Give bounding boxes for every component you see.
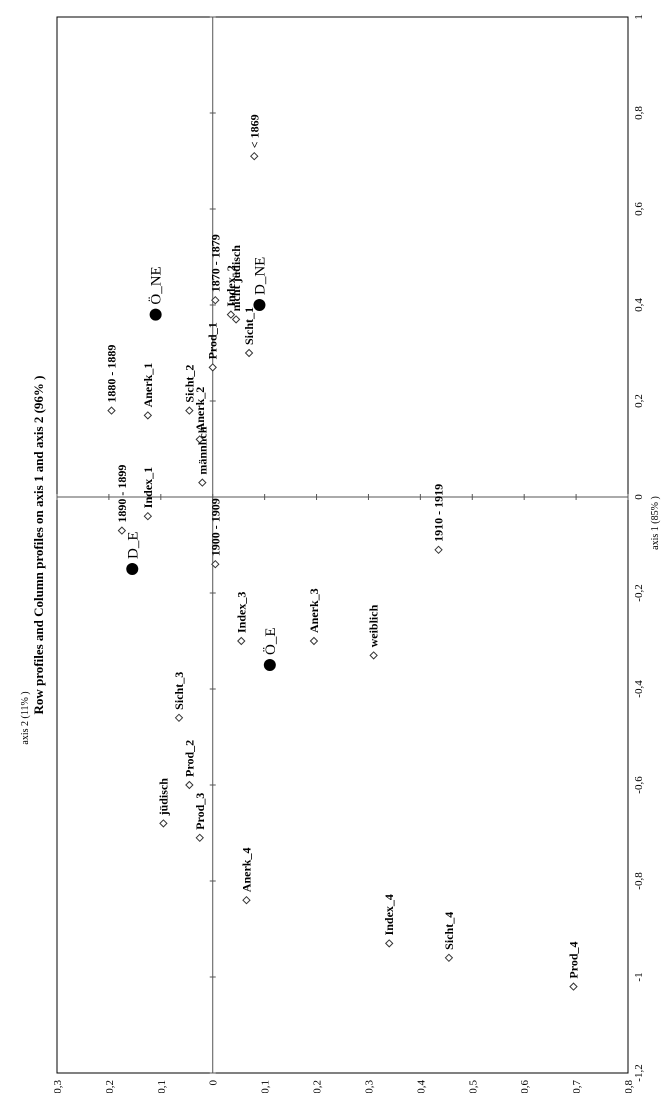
point-marker-diamond: [195, 833, 204, 843]
y-tick-label: -0,7: [571, 1080, 583, 1093]
point-marker-diamond: [198, 478, 207, 487]
y-tick-label: -0,1: [260, 1080, 272, 1093]
x-tick-label: -1: [633, 972, 645, 981]
x-tick-label: 1: [633, 14, 645, 20]
point-label: 1890 - 1899: [115, 465, 129, 523]
x-tick-label: 0,6: [633, 202, 645, 216]
chart-title: Row profiles and Column profiles on axis…: [31, 375, 46, 714]
y-tick-label: -0,2: [312, 1080, 324, 1093]
x-tick-label: 0,4: [633, 298, 645, 312]
point-marker-diamond: [174, 713, 184, 723]
point-label: Sicht_3: [172, 672, 186, 710]
point-marker-diamond: [385, 939, 394, 948]
point-label: Prod_4: [566, 941, 580, 978]
point-label: D_NE: [252, 257, 268, 295]
plot-frame: [56, 16, 629, 1074]
point-label: Index_2: [224, 265, 238, 306]
point-label: männlich: [195, 426, 209, 474]
point-label: Prod_3: [193, 793, 207, 830]
point-marker-circle: [263, 659, 276, 671]
x-tick-label: 0: [633, 494, 645, 500]
y-tick-label: -0,6: [519, 1080, 531, 1093]
point-marker-diamond: [143, 411, 153, 420]
point-label: jüdisch: [156, 778, 170, 817]
point-label: Prod_2: [182, 740, 196, 777]
rotated-plot-group: Row profiles and Column profiles on axis…: [31, 14, 661, 1097]
x-tick-label: -0,2: [633, 584, 645, 601]
point-label: Sicht_2: [182, 365, 196, 403]
y-axis-label: axis 2 (11% ): [20, 691, 31, 744]
point-marker-circle: [253, 299, 266, 311]
x-tick-label: -1,2: [633, 1064, 645, 1081]
point-marker-diamond: [309, 636, 319, 646]
point-label: Index_3: [234, 592, 248, 633]
x-tick-label: -0,8: [633, 872, 645, 890]
point-marker-diamond: [211, 295, 220, 305]
point-label: 1910 - 1919: [432, 484, 446, 542]
point-marker-diamond: [369, 651, 378, 660]
point-marker-diamond: [159, 819, 168, 828]
point-marker-circle: [126, 563, 139, 575]
point-marker-diamond: [211, 559, 220, 569]
y-tick-label: 0,2: [104, 1080, 116, 1093]
point-label: weiblich: [367, 604, 381, 647]
point-marker-diamond: [244, 348, 254, 358]
point-marker-diamond: [185, 780, 194, 790]
point-label: 1880 - 1889: [105, 345, 119, 403]
point-marker-diamond: [569, 982, 578, 991]
point-marker-diamond: [250, 151, 259, 161]
y-tick-label: 0,1: [156, 1080, 168, 1093]
point-marker-diamond: [444, 953, 454, 963]
x-axis-label: axis 1 (85% ): [650, 496, 661, 550]
point-marker-diamond: [195, 435, 204, 444]
y-tick-label: -0,3: [363, 1080, 375, 1093]
point-marker-diamond: [143, 511, 153, 521]
y-tick-label: -0,5: [467, 1080, 479, 1093]
point-label: 1900 - 1909: [208, 498, 222, 556]
x-tick-label: -0,6: [633, 776, 645, 794]
point-marker-diamond: [185, 406, 194, 415]
point-label: < 1869: [247, 114, 261, 148]
point-label: Index_1: [141, 467, 155, 508]
point-label: 1870 - 1879: [208, 234, 222, 292]
point-label: nicht jüdisch: [229, 245, 243, 312]
point-label: Prod_1: [206, 322, 220, 359]
point-marker-diamond: [231, 315, 241, 324]
y-tick-label: 0,3: [52, 1080, 64, 1094]
y-tick-label: -0,4: [415, 1080, 427, 1093]
x-tick-label: -0,4: [633, 680, 645, 698]
point-label: D_E: [125, 532, 141, 560]
point-marker-diamond: [226, 310, 236, 319]
point-label: Sicht_4: [442, 912, 456, 950]
point-marker-diamond: [107, 406, 116, 415]
point-label: Ö_E: [262, 628, 279, 656]
point-marker-diamond: [237, 636, 246, 646]
point-label: Ö_NE: [148, 266, 165, 304]
x-tick-label: 0,2: [633, 394, 645, 408]
data-points: < 1869 1870 - 1879 1880 - 1889 1890 - 1899 1…: [105, 114, 580, 991]
point-label: Anerk_3: [307, 588, 321, 633]
point-label: Sicht_1: [242, 307, 256, 345]
y-tick-label: 0: [208, 1080, 220, 1086]
point-marker-diamond: [208, 363, 217, 372]
y-tick-label: -0,8: [623, 1080, 635, 1093]
point-label: Anerk_4: [239, 848, 253, 893]
point-marker-diamond: [434, 545, 443, 555]
x-tick-label: 0,8: [633, 106, 645, 120]
point-label: Anerk_2: [193, 387, 207, 432]
point-marker-circle: [149, 308, 162, 321]
point-label: Anerk_1: [141, 363, 155, 408]
point-marker-diamond: [117, 526, 127, 535]
point-marker-diamond: [242, 895, 251, 905]
point-label: Index_4: [382, 894, 396, 935]
